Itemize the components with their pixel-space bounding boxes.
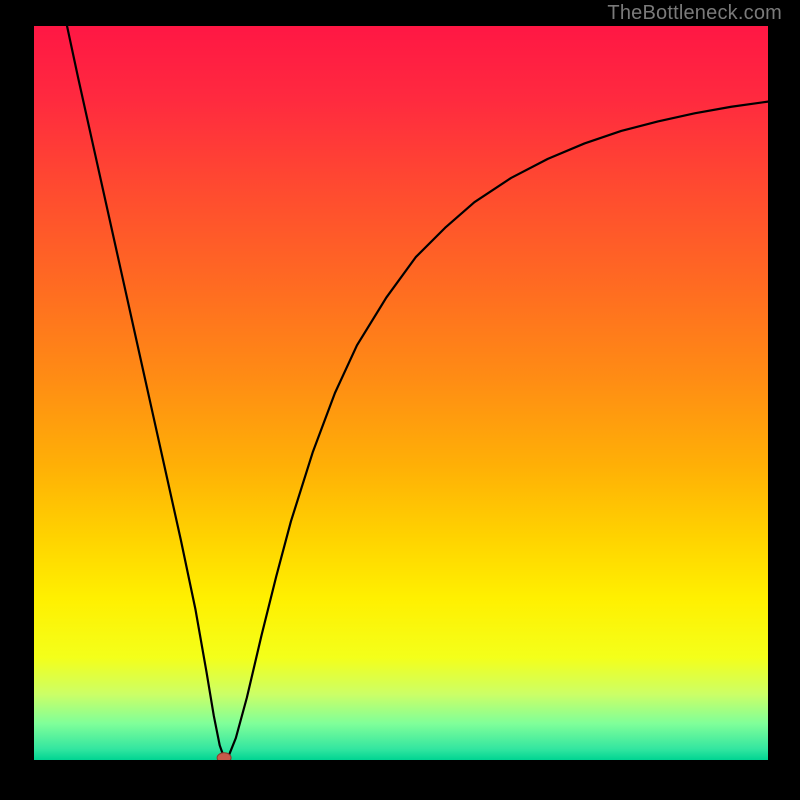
chart-container: TheBottleneck.com — [0, 0, 800, 800]
bottleneck-chart — [0, 0, 800, 800]
watermark-label: TheBottleneck.com — [607, 2, 782, 25]
gradient-background — [34, 26, 768, 760]
